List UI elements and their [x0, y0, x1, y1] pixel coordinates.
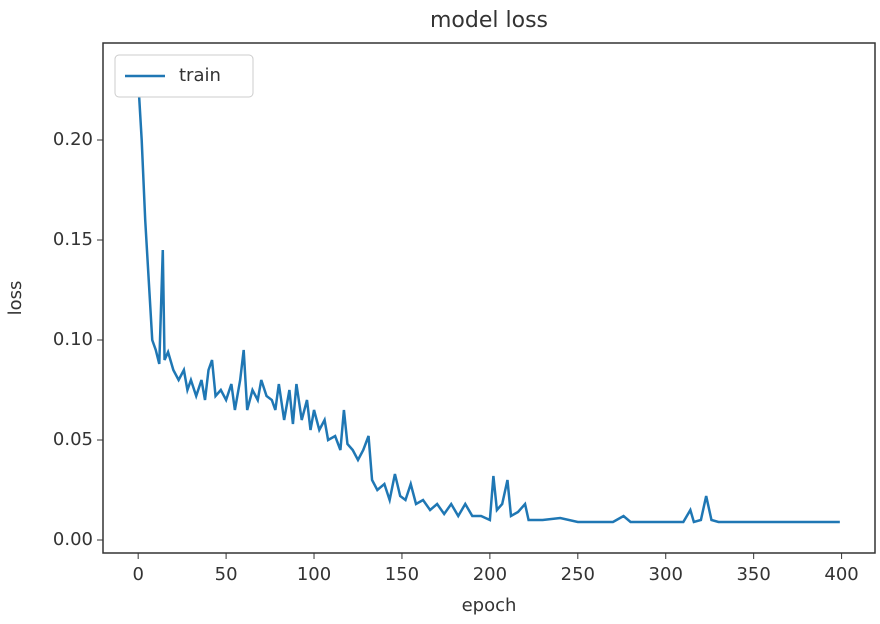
plot-frame	[102, 42, 876, 554]
x-tick-label: 300	[649, 564, 683, 585]
x-tick-label: 200	[473, 564, 507, 585]
y-tick-label: 0.00	[53, 529, 93, 550]
x-tick-label: 350	[736, 564, 770, 585]
legend-label: train	[179, 65, 221, 86]
line-series	[136, 79, 840, 524]
x-axis-label: epoch	[462, 595, 517, 616]
y-tick-label: 0.15	[53, 229, 93, 250]
chart-title: model loss	[430, 8, 548, 33]
x-tick-label: 250	[561, 564, 595, 585]
x-tick-label: 400	[824, 564, 858, 585]
y-tick-label: 0.10	[53, 329, 93, 350]
x-tick-label: 150	[385, 564, 419, 585]
legend-box	[114, 54, 254, 98]
y-tick-label: 0.05	[53, 429, 93, 450]
y-axis-label: loss	[5, 281, 26, 316]
x-tick-label: 0	[132, 564, 143, 585]
y-tick-label: 0.20	[53, 129, 93, 150]
x-tick-label: 100	[297, 564, 331, 585]
x-tick-label: 50	[215, 564, 238, 585]
